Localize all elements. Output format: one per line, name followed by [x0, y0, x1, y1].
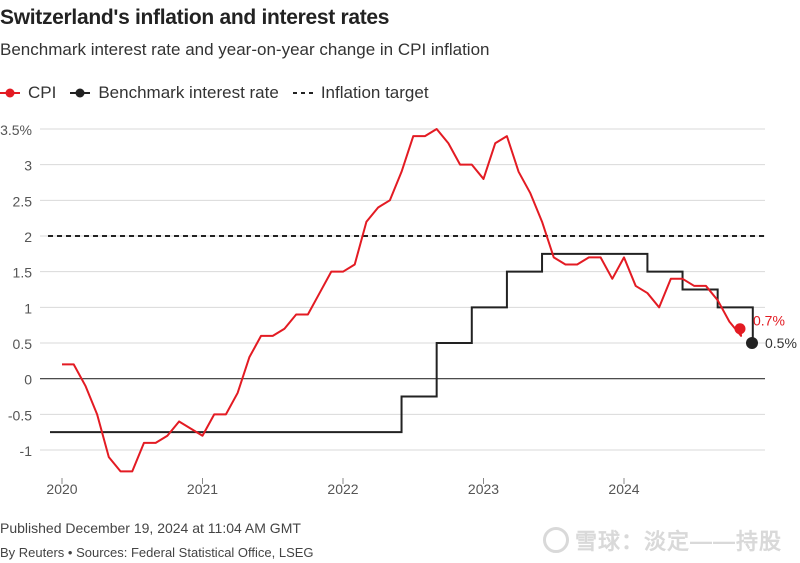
legend-label-cpi: CPI — [28, 83, 57, 102]
x-tick-label: 2022 — [327, 481, 358, 497]
legend-item-cpi: CPI — [0, 83, 56, 103]
chart-subtitle: Benchmark interest rate and year-on-year… — [0, 40, 490, 59]
cpi-line — [62, 128, 743, 473]
y-tick-label: 1.5 — [13, 265, 33, 281]
y-tick-label: 0.5 — [13, 336, 33, 352]
y-tick-label: 3 — [24, 158, 32, 174]
watermark-logo-icon — [542, 527, 569, 553]
chart-title: Switzerland's inflation and interest rat… — [0, 6, 390, 29]
y-tick-label: 3.5% — [0, 122, 32, 138]
interest-rate-end-label: 0.5% — [765, 335, 797, 351]
cpi-end-point — [734, 323, 746, 335]
legend-label-rate: Benchmark interest rate — [98, 83, 279, 102]
x-tick-label: 2021 — [187, 481, 218, 497]
watermark: 雪球：淡定——持股 — [542, 524, 782, 556]
watermark-text: 雪球：淡定——持股 — [574, 529, 782, 554]
legend-item-rate: Benchmark interest rate — [70, 83, 279, 103]
y-tick-label: 1 — [24, 300, 32, 316]
legend-label-target: Inflation target — [320, 83, 429, 102]
y-tick-label: 0 — [24, 372, 32, 388]
x-tick-label: 2024 — [608, 481, 639, 497]
interest-rate-line — [50, 252, 754, 434]
source-note: By Reuters • Sources: Federal Statistica… — [0, 545, 314, 560]
y-tick-label: -1 — [20, 443, 33, 459]
cpi-end-label: 0.7% — [753, 313, 785, 329]
interest-rate-end-point — [746, 337, 758, 349]
x-tick-label: 2020 — [46, 481, 77, 497]
y-tick-label: -0.5 — [8, 407, 32, 423]
legend: CPI Benchmark interest rate Inflation ta… — [0, 83, 443, 103]
published-note: Published December 19, 2024 at 11:04 AM … — [0, 520, 301, 536]
chart-plot-area: 3.5% 3 2.5 2 1.5 1 0.5 0 -0.5 -1 2020 2021 2022 2023 2… — [0, 122, 797, 497]
legend-cpi-swatch-icon — [0, 88, 20, 98]
legend-item-target: Inflation target — [292, 83, 429, 103]
y-tick-label: 2.5 — [13, 193, 33, 209]
y-tick-label: 2 — [24, 229, 32, 245]
x-tick-label: 2023 — [468, 481, 499, 497]
legend-target-swatch-icon — [292, 92, 313, 94]
legend-rate-swatch-icon — [70, 88, 91, 98]
